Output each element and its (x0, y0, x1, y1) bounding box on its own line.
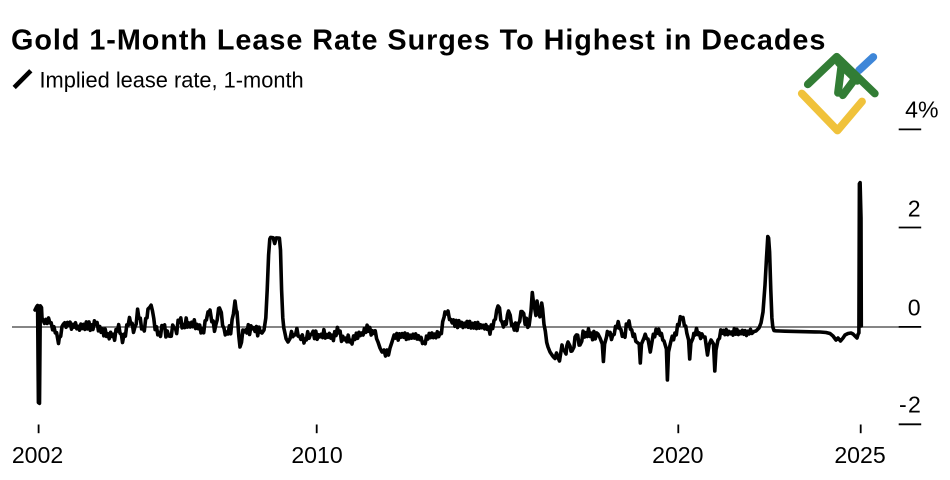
svg-text:2025: 2025 (834, 442, 885, 468)
svg-text:2: 2 (908, 195, 921, 221)
svg-text:-: - (899, 392, 907, 418)
svg-text:0: 0 (908, 295, 921, 321)
svg-text:2: 2 (908, 392, 921, 418)
svg-text:Implied lease rate, 1-month: Implied lease rate, 1-month (40, 68, 304, 93)
svg-text:4%: 4% (905, 97, 938, 123)
svg-text:2002: 2002 (12, 442, 63, 468)
svg-text:Gold 1-Month Lease Rate Surges: Gold 1-Month Lease Rate Surges To Highes… (11, 25, 826, 57)
svg-text:2010: 2010 (291, 442, 342, 468)
svg-text:2020: 2020 (652, 442, 703, 468)
